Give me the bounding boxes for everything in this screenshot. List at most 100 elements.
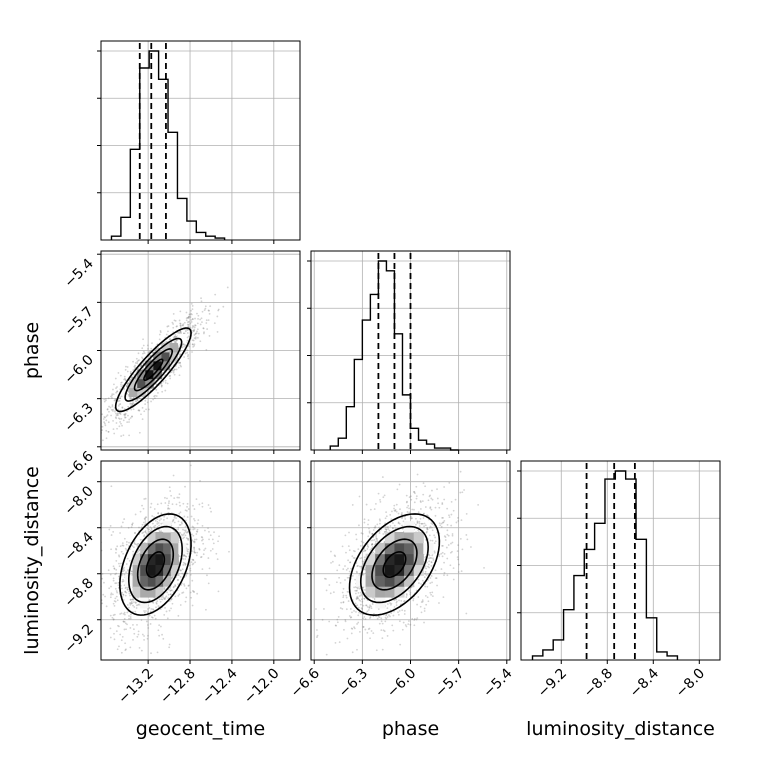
scatter-point xyxy=(417,511,420,514)
scatter-point xyxy=(129,627,132,629)
scatter-point xyxy=(440,568,443,570)
scatter-point xyxy=(153,516,155,518)
scatter-point xyxy=(121,521,124,524)
scatter-point xyxy=(105,605,108,608)
scatter-point xyxy=(423,610,426,612)
scatter-point xyxy=(198,548,201,551)
scatter-point xyxy=(123,378,125,381)
scatter-point xyxy=(350,632,353,635)
scatter-point xyxy=(352,557,355,559)
scatter-point xyxy=(336,621,339,624)
scatter-point xyxy=(385,528,388,531)
scatter-point xyxy=(187,548,190,551)
scatter-point xyxy=(419,508,422,510)
scatter-point xyxy=(107,430,110,433)
scatter-point xyxy=(133,542,136,545)
scatter-point xyxy=(179,569,182,572)
scatter-point xyxy=(173,319,176,322)
scatter-point xyxy=(129,372,132,375)
scatter-point xyxy=(179,326,182,328)
scatter-point xyxy=(194,324,196,327)
scatter-point xyxy=(124,416,126,419)
scatter-point xyxy=(186,336,189,339)
scatter-point xyxy=(196,592,199,595)
scatter-point xyxy=(174,585,177,587)
scatter-point xyxy=(122,620,125,623)
scatter-point xyxy=(154,524,157,527)
scatter-point xyxy=(134,532,136,535)
scatter-point xyxy=(109,596,112,599)
scatter-point xyxy=(369,616,372,618)
density-cell xyxy=(147,531,156,544)
scatter-point xyxy=(170,598,173,601)
scatter-point xyxy=(196,528,199,531)
scatter-point xyxy=(430,497,433,500)
density-cell xyxy=(132,564,141,576)
scatter-point xyxy=(363,597,366,600)
scatter-point xyxy=(183,529,186,532)
scatter-point xyxy=(157,605,160,607)
scatter-point xyxy=(115,387,117,390)
scatter-point xyxy=(402,520,405,523)
scatter-point xyxy=(426,528,429,531)
scatter-point xyxy=(338,641,341,644)
scatter-point xyxy=(150,616,153,619)
scatter-point xyxy=(189,322,192,325)
scatter-point xyxy=(163,455,165,457)
scatter-point xyxy=(409,593,411,596)
scatter-point xyxy=(351,504,354,506)
scatter-point xyxy=(460,570,463,573)
scatter-point xyxy=(386,635,389,637)
scatter-point xyxy=(148,607,151,609)
scatter-point xyxy=(350,567,353,570)
scatter-point xyxy=(376,537,378,540)
scatter-point xyxy=(115,412,117,415)
scatter-point xyxy=(130,600,133,603)
scatter-point xyxy=(138,646,141,649)
scatter-point xyxy=(134,513,137,516)
density-cell xyxy=(170,564,179,576)
density-cell xyxy=(365,575,376,587)
scatter-point xyxy=(375,537,378,540)
scatter-point xyxy=(115,630,118,633)
scatter-point xyxy=(367,546,370,548)
scatter-point xyxy=(105,429,108,432)
scatter-point xyxy=(125,563,128,565)
panel-frame xyxy=(100,460,301,661)
scatter-point xyxy=(124,590,127,593)
scatter-point xyxy=(128,434,131,437)
density-cell xyxy=(375,564,386,576)
scatter-point xyxy=(422,493,425,496)
scatter-point xyxy=(366,548,369,550)
scatter-point xyxy=(362,541,365,544)
scatter-point xyxy=(450,500,453,503)
scatter-point xyxy=(112,393,115,396)
scatter-point xyxy=(192,325,195,328)
scatter-point xyxy=(217,309,220,312)
scatter-point xyxy=(152,601,155,604)
scatter-point xyxy=(201,568,204,571)
scatter-point xyxy=(194,337,197,340)
scatter-point xyxy=(381,622,384,625)
scatter-point xyxy=(357,606,360,609)
scatter-point xyxy=(371,539,374,542)
scatter-point xyxy=(428,534,431,537)
scatter-point xyxy=(431,554,434,557)
scatter-point xyxy=(193,337,196,340)
scatter-point xyxy=(208,538,210,541)
scatter-point xyxy=(360,565,363,568)
scatter-point xyxy=(127,414,129,417)
scatter-point xyxy=(146,527,149,530)
scatter-point xyxy=(140,649,143,652)
scatter-point xyxy=(188,345,191,348)
density-cell xyxy=(375,586,386,598)
scatter-point xyxy=(190,321,193,323)
scatter-point xyxy=(184,534,187,537)
scatter-point xyxy=(105,437,108,440)
scatter-point xyxy=(354,550,356,553)
scatter-point xyxy=(205,319,208,322)
scatter-point xyxy=(134,366,137,369)
scatter-point xyxy=(373,526,376,529)
scatter-point xyxy=(427,563,430,566)
density-cell xyxy=(145,360,154,371)
